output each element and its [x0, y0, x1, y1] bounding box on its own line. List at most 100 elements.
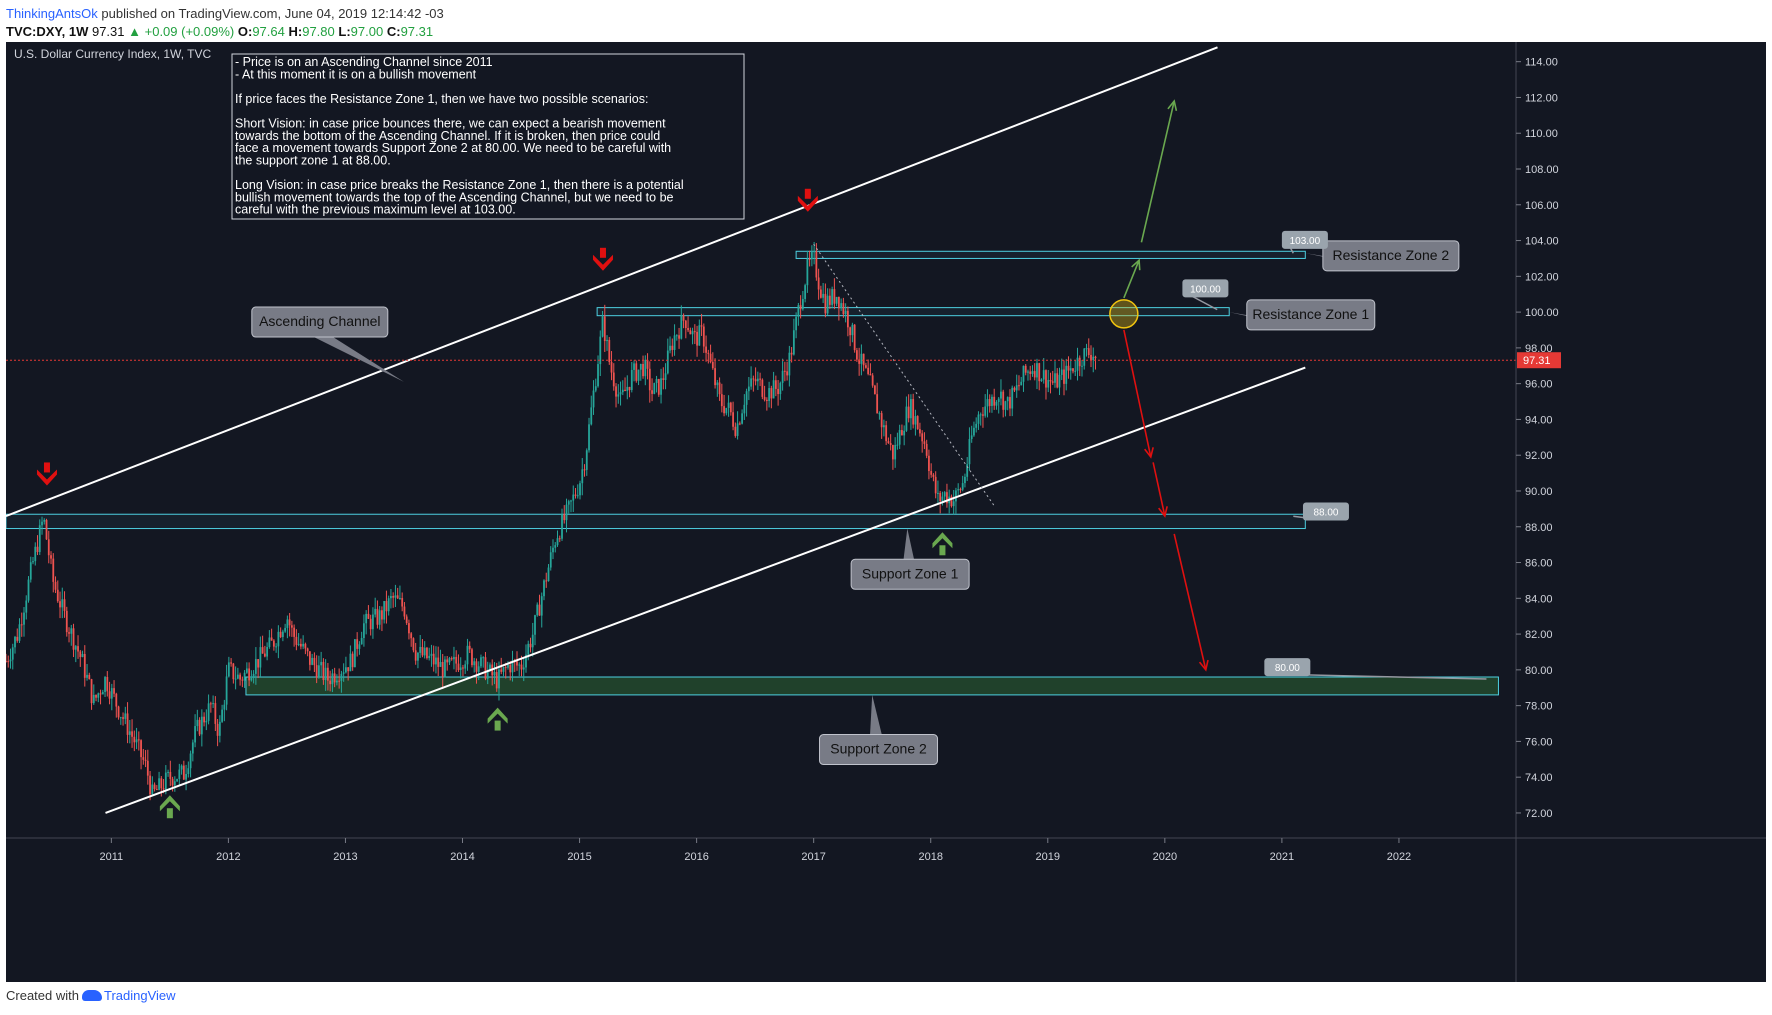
candle-body — [840, 303, 843, 309]
y-tick-label: 114.00 — [1525, 57, 1558, 69]
candle-body — [221, 709, 224, 722]
channel-lower-line — [105, 366, 1306, 814]
candle-body — [660, 378, 662, 395]
candle-body — [761, 379, 764, 397]
candle-body — [79, 651, 82, 657]
candle-body — [43, 519, 46, 522]
candle-body — [896, 444, 899, 446]
annotation-line: bullish movement towards the top of the … — [235, 190, 674, 204]
x-tick-label: 2018 — [918, 851, 942, 863]
candle-body — [410, 633, 413, 639]
annotation-line: - At this moment it is on a bullish move… — [235, 67, 477, 81]
candle-body — [200, 716, 203, 735]
candle-body — [988, 399, 991, 406]
candle-body — [615, 386, 617, 397]
candle-body — [354, 639, 356, 668]
zone-rect-4 — [245, 676, 1499, 696]
candle-body — [642, 363, 644, 377]
candle-body — [1058, 374, 1061, 388]
candle-body — [919, 429, 921, 434]
candle-body — [626, 386, 629, 392]
candle-body — [903, 430, 906, 436]
x-tick-label: 2016 — [684, 851, 708, 863]
candle-body — [164, 772, 167, 790]
candle-body — [18, 624, 21, 641]
candle-body — [268, 637, 271, 647]
candle-body — [52, 558, 55, 582]
candle-body — [610, 362, 613, 373]
candle-body — [104, 677, 106, 692]
candle-body — [554, 545, 557, 548]
candle-body — [113, 688, 115, 694]
bull-arrow-1 — [1123, 259, 1140, 299]
author-link[interactable]: ThinkingAntsOk — [6, 6, 98, 21]
chart-container[interactable]: Ascending Channel Resistance Zone 1 Resist… — [5, 42, 1766, 982]
candle-body — [95, 694, 97, 698]
published-text: published on TradingView.com, June 04, 2… — [101, 6, 444, 21]
candle-body — [795, 316, 798, 331]
candle-body — [671, 345, 674, 350]
candle-body — [653, 383, 656, 394]
candle-body — [1033, 371, 1036, 378]
candle-body — [552, 547, 554, 553]
bear-arrow-2 — [1152, 462, 1166, 517]
candle-body — [14, 636, 16, 648]
candle-body — [223, 704, 226, 710]
candle-body — [295, 636, 298, 645]
overlay-layer: Ascending Channel Resistance Zone 1 Resist… — [5, 46, 1516, 819]
candle-body — [678, 335, 680, 339]
candle-body — [151, 784, 154, 795]
candle-body — [590, 407, 593, 425]
candle-body — [207, 703, 210, 721]
candle-body — [788, 352, 791, 376]
y-tick-label: 90.00 — [1525, 486, 1553, 498]
candle-body — [133, 736, 136, 743]
candle-body — [957, 489, 960, 491]
candle-body — [709, 353, 712, 362]
candle-body — [119, 717, 122, 719]
candle-body — [790, 352, 793, 355]
candle-body — [534, 615, 536, 635]
candle-body — [437, 657, 440, 667]
candle-body — [768, 388, 771, 401]
candle-body — [1076, 357, 1079, 371]
candle-body — [763, 396, 766, 400]
candle-body — [176, 778, 178, 782]
candle-body — [1038, 363, 1041, 382]
candle-body — [932, 474, 935, 477]
candle-body — [720, 394, 723, 407]
candle-body — [288, 619, 291, 626]
candle-body — [160, 778, 163, 789]
candle-body — [122, 717, 124, 719]
candle-body — [153, 784, 156, 789]
last-price-badge — [1517, 352, 1561, 369]
price-chart[interactable]: Ascending Channel Resistance Zone 1 Resist… — [5, 42, 1766, 982]
candle-body — [90, 679, 93, 704]
candle-body — [128, 731, 131, 735]
candle-body — [1029, 371, 1032, 374]
candle-body — [196, 719, 199, 727]
annotation-line: Short Vision: in case price bounces ther… — [235, 117, 666, 131]
candle-body — [986, 399, 989, 407]
candle-body — [547, 567, 550, 582]
y-tick-label: 86.00 — [1525, 558, 1553, 570]
candle-body — [1011, 387, 1014, 409]
candle-body — [275, 646, 278, 648]
open-value: 97.64 — [252, 24, 285, 39]
tradingview-brand-link[interactable]: TradingView — [103, 988, 176, 1003]
candle-body — [1024, 365, 1027, 373]
candle-body — [369, 618, 372, 630]
candle-body — [126, 713, 129, 735]
candle-body — [700, 325, 703, 327]
candle-body — [630, 369, 633, 391]
candle-body — [347, 667, 350, 672]
candle-body — [1004, 401, 1007, 410]
candle-body — [486, 669, 489, 679]
candle-body — [583, 469, 586, 471]
candle-body — [860, 353, 863, 364]
candle-body — [628, 386, 631, 391]
candle-body — [358, 644, 361, 649]
symbol-label: TVC:DXY, 1W — [6, 24, 89, 39]
candle-body — [1072, 368, 1074, 372]
candle-body — [1042, 370, 1045, 380]
